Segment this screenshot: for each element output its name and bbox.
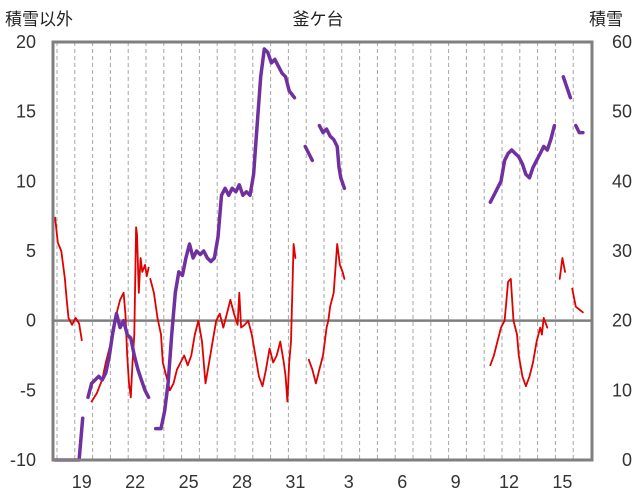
left-tick-label: 5 [26,241,36,261]
snow-depth-line-0 [53,416,85,462]
plot-series [53,47,585,462]
snow-depth-line-1 [86,311,151,400]
other-series-line-2 [149,243,297,403]
snow-depth-line-5 [488,123,557,204]
right-tick-label: 50 [612,102,632,122]
left-axis-ticks: 20 15 10 5 0 -5 -10 [10,32,36,470]
x-tick-label: 3 [344,472,354,492]
other-series-line-0 [54,216,83,342]
grid-lines [53,42,592,460]
x-tick-label: 28 [232,472,252,492]
snow-depth-line-7 [574,123,585,135]
right-tick-label: 60 [612,32,632,52]
other-series-line-6 [571,287,584,314]
snow-depth-line-4 [317,123,347,191]
right-axis-label: 積雪 [589,10,623,30]
other-series-line-3 [307,243,346,385]
left-axis-label: 積雪以外 [5,10,73,30]
snow-depth-line-2 [153,47,297,431]
x-tick-label: 12 [499,472,519,492]
other-series-line-4 [489,277,549,388]
x-tick-label: 22 [125,472,145,492]
left-tick-label: -5 [20,380,36,400]
plot-frame [51,40,594,462]
x-tick-label: 9 [451,472,461,492]
x-tick-label: 19 [72,472,92,492]
x-tick-label: 6 [397,472,407,492]
x-tick-label: 15 [552,472,572,492]
x-tick-label: 25 [179,472,199,492]
other-series-line-5 [558,257,566,280]
right-tick-label: 30 [612,241,632,261]
right-tick-label: 40 [612,171,632,191]
x-axis-ticks: 19 22 25 28 31 3 6 9 12 15 [72,472,573,492]
left-tick-label: 20 [16,32,36,52]
right-tick-label: 0 [622,450,632,470]
x-tick-label: 31 [285,472,305,492]
snow-depth-line-3 [303,144,315,163]
left-tick-label: 10 [16,171,36,191]
right-tick-label: 10 [612,380,632,400]
right-axis-ticks: 60 50 40 30 20 10 0 [612,32,632,470]
left-tick-label: -10 [10,450,36,470]
left-tick-label: 0 [26,311,36,331]
snow-depth-line-6 [561,75,573,100]
left-tick-label: 15 [16,102,36,122]
right-tick-label: 20 [612,311,632,331]
chart-title: 釜ケ台 [293,10,344,30]
